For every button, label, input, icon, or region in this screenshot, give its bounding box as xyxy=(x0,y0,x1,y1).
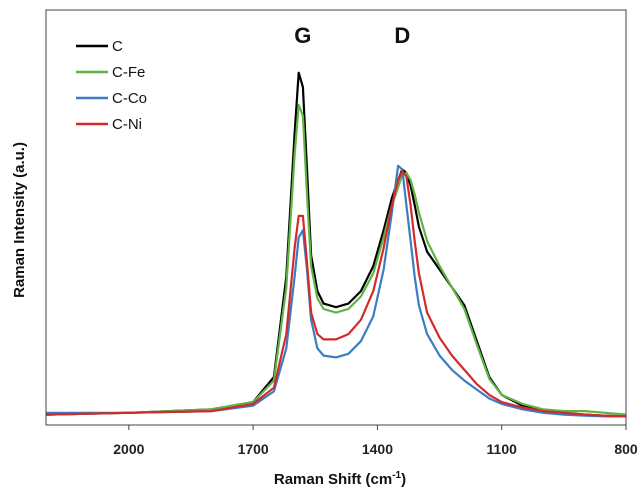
x-axis-title: Raman Shift (cm-1) xyxy=(274,470,406,488)
x-tick-label: 1400 xyxy=(362,441,393,457)
x-tick-label: 1100 xyxy=(487,441,518,457)
x-tick-label: 1700 xyxy=(238,441,269,457)
x-tick-label: 2000 xyxy=(113,441,144,457)
plot-frame xyxy=(45,9,627,426)
y-axis-title: Raman Intensity (a.u.) xyxy=(11,142,28,298)
series-line-c-co xyxy=(46,164,626,418)
legend-label: C xyxy=(112,38,123,55)
series-line-c-ni xyxy=(45,170,627,418)
legend-label: C-Fe xyxy=(112,64,145,81)
legend-label: C-Co xyxy=(112,90,147,107)
peak-label-g: G xyxy=(294,23,311,48)
x-axis-ticks: 2000 1700 1400 1100 800 xyxy=(113,425,638,457)
x-tick-label: 800 xyxy=(614,441,638,457)
series-layer xyxy=(45,71,627,418)
legend: C C-Fe C-Co C-Ni xyxy=(76,38,147,133)
series-line-c-fe xyxy=(45,103,627,416)
peak-label-d: D xyxy=(394,23,410,48)
legend-label: C-Ni xyxy=(112,116,142,133)
